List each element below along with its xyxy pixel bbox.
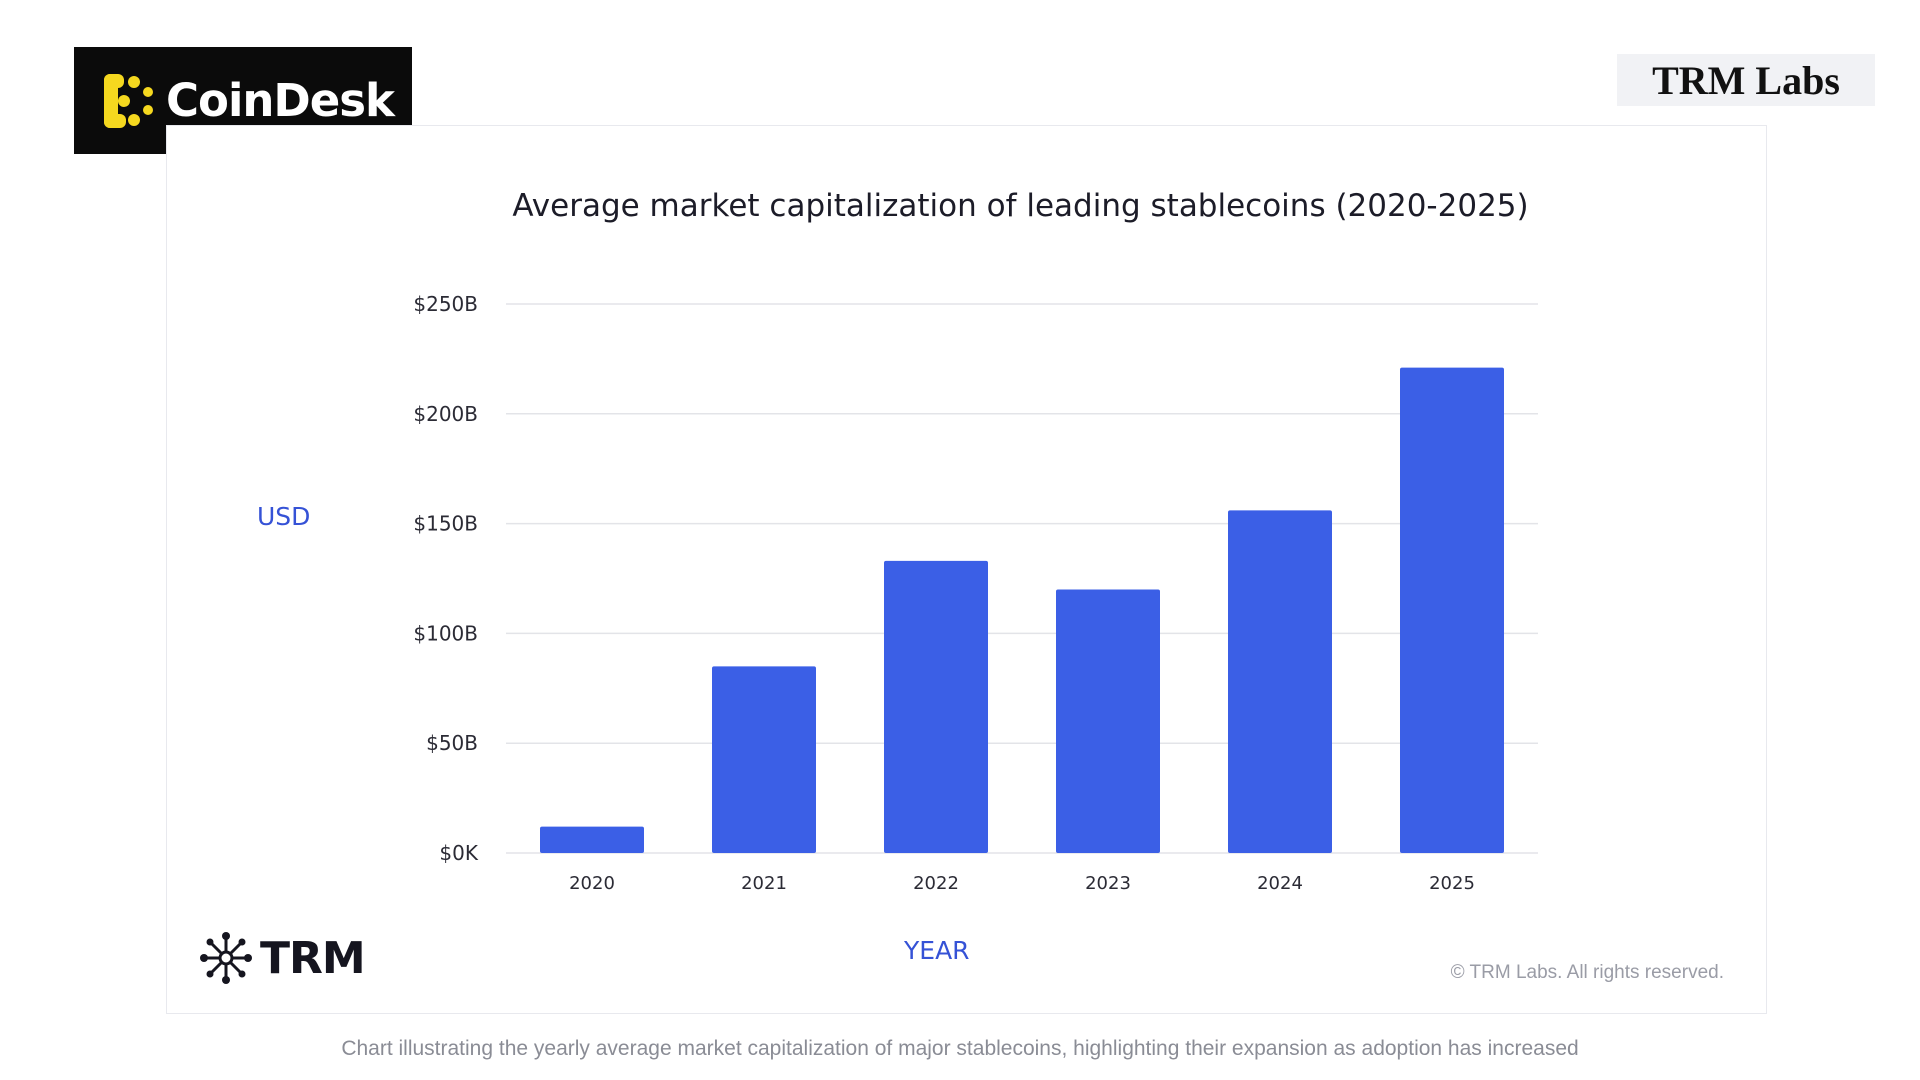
x-axis-label: YEAR [904, 936, 970, 965]
y-tick-label: $100B [413, 621, 478, 645]
trm-labs-badge: TRM Labs [1617, 54, 1875, 106]
coindesk-logo: CoinDesk [74, 47, 412, 154]
y-tick-label: $0K [439, 841, 478, 865]
trm-wordmark: TRM [260, 932, 366, 984]
chart-caption: Chart illustrating the yearly average ma… [341, 1037, 1579, 1060]
x-tick-label: 2022 [913, 873, 959, 894]
bar-2024 [1228, 510, 1332, 853]
chart-title: Average market capitalization of leading… [512, 188, 1529, 224]
y-tick-label: $200B [413, 402, 478, 426]
x-tick-label: 2023 [1085, 873, 1131, 894]
bar-2022 [884, 560, 988, 853]
x-tick-label: 2025 [1429, 873, 1475, 894]
bar-2020 [540, 826, 644, 853]
bar-2023 [1056, 589, 1160, 853]
y-tick-label: $50B [426, 731, 478, 755]
chart-card: Average market capitalization of leading… [166, 125, 1767, 1014]
y-tick-label: $150B [413, 512, 478, 536]
trm-logo: TRM [200, 932, 366, 984]
trm-network-icon [200, 932, 252, 984]
copyright-notice: © TRM Labs. All rights reserved. [1450, 962, 1724, 983]
bar-2021 [712, 666, 816, 853]
coindesk-wordmark: CoinDesk [166, 74, 395, 127]
x-tick-label: 2020 [569, 873, 615, 894]
x-tick-label: 2021 [741, 873, 787, 894]
coindesk-mark-icon [104, 73, 153, 128]
x-tick-label: 2024 [1257, 873, 1303, 894]
bar-2025 [1400, 367, 1504, 853]
bar-chart: $0K $50B $100B $150B $200B $250B 2020 2021 2022 2… [413, 292, 1538, 894]
y-axis-label: USD [257, 502, 311, 531]
y-tick-label: $250B [413, 292, 478, 316]
